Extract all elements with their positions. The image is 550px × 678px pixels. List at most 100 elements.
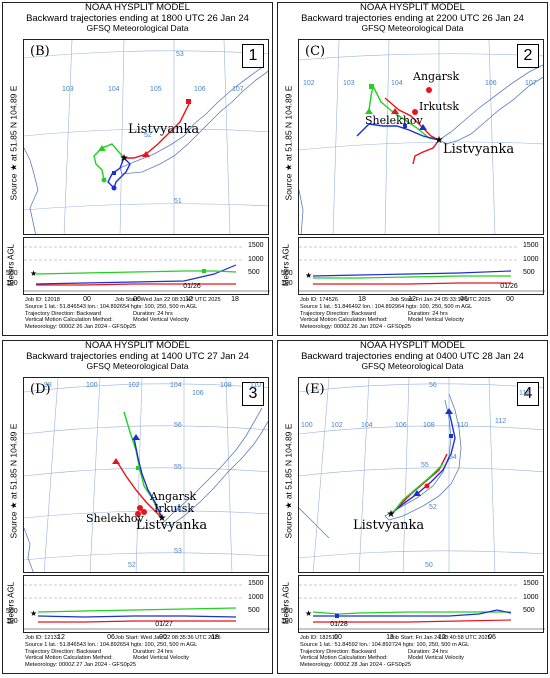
- job-info: Job ID: 12132 Job Start: Wed Jan 22 08:35…: [25, 635, 271, 669]
- city-irkutsk: Irkutsk: [154, 502, 195, 515]
- grid-number: 51: [174, 198, 182, 205]
- meteorology: Meteorology: 0000Z 28 Jan 2024 - GFS0p25: [300, 662, 412, 669]
- duration: Duration: 24 hrs: [133, 648, 173, 655]
- trajectory-direction: Trajectory Direction: Backward: [25, 648, 101, 655]
- height-label: 1500: [523, 580, 539, 587]
- grid-number: 102: [128, 382, 140, 389]
- time-tick: 12: [57, 634, 65, 641]
- city-irkutsk: Irkutsk: [419, 100, 460, 113]
- height-label: 1000: [523, 594, 539, 601]
- city-listvyanka: Listvyanka: [353, 518, 425, 533]
- meteorology: Meteorology: 0000Z 26 Jan 2024 - GFS0p25: [300, 324, 412, 331]
- source-star: ★: [387, 509, 396, 520]
- height-canvas: ★: [24, 584, 270, 630]
- grid-number: 104: [361, 422, 373, 429]
- job-start: Job Start: Fri Jan 24 05:33:14 UTC 2025: [390, 297, 491, 303]
- map-canvas: ★: [299, 40, 543, 234]
- date-label: 01/26: [500, 283, 518, 290]
- time-tick: 00: [83, 296, 91, 303]
- city-angarsk: Angarsk: [413, 70, 460, 83]
- vertical-method-value: Model Vertical Velocity: [408, 655, 464, 662]
- model-title: NOAA HYSPLIT MODEL: [85, 340, 190, 351]
- height-label: 1000: [523, 256, 539, 263]
- duration: Duration: 24 hrs: [408, 648, 448, 655]
- vertical-method-value: Model Vertical Velocity: [408, 317, 464, 324]
- time-tick: 12: [185, 296, 193, 303]
- job-info: Job ID: 12018 Job Start: Wed Jan 22 08:31…: [25, 297, 271, 331]
- grid-number: 55: [421, 462, 429, 469]
- source-location-label: Source ★ at 51.85 N 104.89 E: [8, 423, 19, 539]
- height-label: 1500: [523, 242, 539, 249]
- panel-number: 1: [242, 44, 264, 68]
- coastline: [24, 407, 268, 572]
- job-start: Job Start: Wed Jan 22 08:31:47 UTC 2025: [115, 297, 221, 303]
- trajectory-lines: [390, 411, 456, 515]
- map-canvas: ★: [24, 378, 268, 572]
- height-label: 100: [281, 280, 293, 287]
- grid-number: 52: [128, 562, 136, 569]
- trajectory-markers: [365, 84, 432, 130]
- height-label: 100: [6, 280, 18, 287]
- height-label: 500: [6, 270, 18, 277]
- grid-number: 112: [495, 418, 507, 425]
- time-tick: 00: [506, 296, 514, 303]
- grid-number: 53: [174, 548, 182, 555]
- height-profile: ★ 1500 1000 500 500 100 00 18 12 06 01/2…: [281, 575, 545, 641]
- coastline: [24, 65, 268, 234]
- grid-number: 56: [429, 382, 437, 389]
- vertical-method: Vertical Motion Calculation Method:: [300, 655, 388, 662]
- grid-number: 54: [174, 506, 182, 513]
- height-label: 500: [281, 270, 293, 277]
- coastline: [299, 64, 543, 234]
- job-id: Job ID: 12132: [25, 635, 60, 641]
- time-tick: 06: [488, 634, 496, 641]
- height-canvas: ★: [24, 246, 270, 292]
- grid-number: 53: [176, 51, 184, 58]
- time-tick: 18: [231, 296, 239, 303]
- trajectory-title: Backward trajectories ending at 0400 UTC…: [301, 350, 524, 362]
- grid-number: 102: [331, 422, 343, 429]
- meteo-title: GFSQ Meteorological Data: [86, 23, 189, 34]
- trajectory-direction: Trajectory Direction: Backward: [25, 310, 101, 317]
- grid-number: 108: [423, 422, 435, 429]
- source-sidebar: Source ★ at 51.85 N 104.89 E: [280, 381, 298, 581]
- panel-header: NOAA HYSPLIT MODEL Backward trajectories…: [3, 3, 272, 34]
- height-profile: ★ 1500 1000 500 500 100 00 06 12 18 01/2…: [6, 237, 270, 303]
- trajectory-markers: [98, 99, 191, 191]
- grid-number: 106: [194, 86, 206, 93]
- grid-number: 110: [457, 422, 469, 429]
- panel-letter: (E): [305, 382, 325, 397]
- time-tick: 06: [107, 634, 115, 641]
- trajectory-map: ★ (D) 3 Angarsk Irkutsk Shelekhov Listvy…: [23, 377, 269, 573]
- vertical-method: Vertical Motion Calculation Method:: [300, 317, 388, 324]
- height-label: 500: [248, 269, 260, 276]
- job-start: Job Start: Fri Jan 24 08:40:58 UTC 2025: [390, 635, 491, 641]
- height-profile: ★ 1500 1000 500 500 100 18 12 06 00 01/2…: [281, 237, 545, 303]
- height-canvas: ★: [299, 584, 545, 630]
- source-star: ★: [120, 153, 129, 164]
- job-id: Job ID: 174526: [300, 297, 338, 303]
- height-profile: ★ 1500 1000 500 500 100 12 06 00 18 01/2…: [6, 575, 270, 641]
- source-coords: Source 1 lat.: 51.846543 lon.: 104.89265…: [25, 641, 198, 648]
- trajectory-title: Backward trajectories ending at 2200 UTC…: [301, 12, 524, 24]
- source-sidebar: Source ★ at 51.85 N 104.89 E: [5, 43, 23, 243]
- source-coords: Source 1 lat.: 51.84592 lon.: 104.892724…: [300, 641, 470, 648]
- grid-number: 98: [44, 382, 52, 389]
- vertical-method-value: Model Vertical Velocity: [133, 317, 189, 324]
- source-star: ★: [305, 271, 312, 280]
- source-coords: Source 1 lat.: 51.846492 lon.: 104.89296…: [300, 303, 473, 310]
- trajectory-panel-4: NOAA HYSPLIT MODEL Backward trajectories…: [277, 340, 548, 674]
- job-id: Job ID: 12018: [25, 297, 60, 303]
- trajectory-direction: Trajectory Direction: Backward: [300, 310, 376, 317]
- source-location-label: Source ★ at 51.85 N 104.89 E: [283, 423, 294, 539]
- trajectory-title: Backward trajectories ending at 1800 UTC…: [26, 12, 249, 24]
- grid-number: 108: [220, 382, 232, 389]
- panel-letter: (D): [30, 382, 51, 397]
- map-canvas: ★: [299, 378, 543, 572]
- time-tick: 00: [159, 634, 167, 641]
- height-label: 1000: [248, 256, 264, 263]
- source-location-label: Source ★ at 51.85 N 104.89 E: [283, 85, 294, 201]
- map-grid: [299, 40, 543, 234]
- date-label: 01/27: [155, 621, 173, 628]
- source-coords: Source 1 lat.: 51.846543 lon.: 104.89265…: [25, 303, 198, 310]
